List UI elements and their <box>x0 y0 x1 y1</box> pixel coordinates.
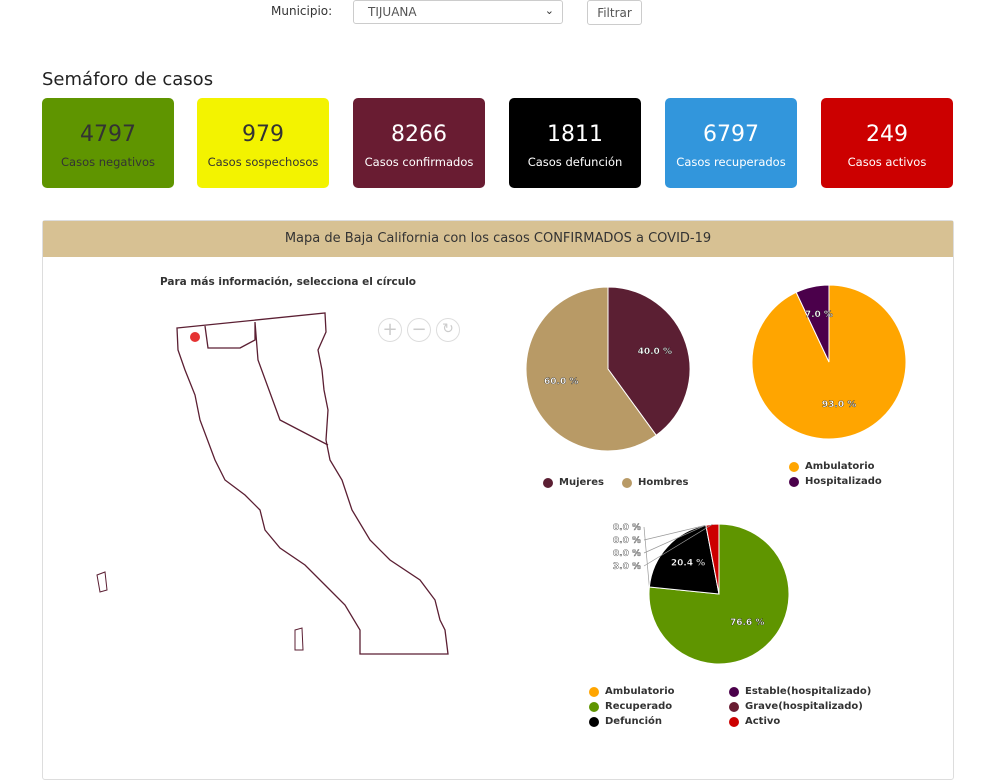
legend-item[interactable]: Hombres <box>621 475 689 490</box>
case-card: 8266 Casos confirmados <box>353 98 485 188</box>
legend-item[interactable]: Mujeres <box>543 475 604 490</box>
legend-dot <box>589 686 599 697</box>
pie-data-label: 3.0 % <box>613 562 641 572</box>
legend-dot <box>729 716 739 727</box>
legend-dot <box>621 477 632 488</box>
legend-item[interactable]: Recuperado <box>589 699 675 714</box>
case-card: 249 Casos activos <box>821 98 953 188</box>
legend-label: Activo <box>745 716 781 727</box>
pie-data-label: 7.0 % <box>805 310 833 320</box>
pie-data-label: 60.0 % <box>544 377 578 387</box>
case-label: Casos activos <box>847 155 927 169</box>
baja-california-map <box>96 312 449 655</box>
case-label: Casos sospechosos <box>207 155 319 169</box>
pie-leader-line <box>643 526 650 588</box>
legend-label: Hospitalizado <box>805 476 882 487</box>
case-card: 6797 Casos recuperados <box>665 98 797 188</box>
municipio-value: TIJUANA <box>368 5 417 19</box>
case-label: Casos defunción <box>527 155 623 169</box>
pie-leader-line <box>643 524 707 554</box>
legend-item[interactable]: Ambulatorio <box>589 684 675 699</box>
tijuana-marker[interactable] <box>190 332 200 342</box>
legend-label: Grave(hospitalizado) <box>745 701 863 712</box>
legend-label: Recuperado <box>605 701 673 712</box>
municipio-label: Municipio: <box>271 4 333 18</box>
case-count: 8266 <box>391 122 447 147</box>
legend-item[interactable]: Estable(hospitalizado) <box>729 684 871 699</box>
legend-item[interactable]: Defunción <box>589 714 675 729</box>
legend-item[interactable]: Activo <box>729 714 871 729</box>
pie-data-label: 0.0 % <box>613 523 641 533</box>
pie-data-label: 93.0 % <box>822 400 856 410</box>
legend-dot <box>729 701 739 712</box>
legend-dot <box>543 477 553 488</box>
pie-slice-hospitalizado[interactable] <box>795 284 830 363</box>
sex-pie-chart: 40.0 % 60.0 % <box>525 286 691 452</box>
case-count: 6797 <box>703 122 759 147</box>
sex-legend: Mujeres Hombres <box>543 475 688 490</box>
legend-label: Ambulatorio <box>805 461 875 472</box>
map-panel: Mapa de Baja California con los casos CO… <box>42 220 954 780</box>
municipal-borders <box>204 321 329 446</box>
case-count: 249 <box>866 122 908 147</box>
legend-dot <box>729 686 739 697</box>
municipio-select[interactable]: TIJUANA ⌄ <box>353 0 563 24</box>
pie-data-label: 0.0 % <box>613 549 641 559</box>
case-count: 4797 <box>80 122 136 147</box>
legend-dot <box>589 716 599 727</box>
status-legend-col2: Estable(hospitalizado) Grave(hospitaliza… <box>729 684 871 729</box>
legend-label: Hombres <box>637 477 689 488</box>
legend-item[interactable]: Hospitalizado <box>789 474 882 489</box>
pie-leader-line <box>643 524 706 541</box>
pie-data-label: 76.6 % <box>730 618 764 628</box>
legend-label: Defunción <box>605 716 663 727</box>
pie-data-label: 0.0 % <box>613 536 641 546</box>
care-type-pie-chart: 93.0 % 7.0 % <box>751 284 907 440</box>
legend-label: Estable(hospitalizado) <box>745 686 872 697</box>
legend-dot <box>789 461 799 472</box>
case-count: 979 <box>242 122 284 147</box>
case-count: 1811 <box>547 122 603 147</box>
legend-dot <box>789 476 799 487</box>
pie-slice-hombres[interactable] <box>525 286 657 452</box>
case-card: 979 Casos sospechosos <box>197 98 329 188</box>
legend-label: Ambulatorio <box>605 686 675 697</box>
case-label: Casos negativos <box>61 155 155 169</box>
legend-dot <box>589 701 599 712</box>
status-pie-chart: 76.6 % 0.0 % 20.4 % 0.0 % 0.0 % 3.0 % <box>613 523 790 665</box>
state-outline <box>176 312 449 655</box>
zoom-in-button[interactable]: + <box>378 318 402 342</box>
status-legend-col1: Ambulatorio Recuperado Defunción <box>589 684 675 729</box>
islands <box>96 571 304 651</box>
legend-item[interactable]: Grave(hospitalizado) <box>729 699 871 714</box>
pie-slice-mujeres[interactable] <box>607 286 691 437</box>
panel-title: Mapa de Baja California con los casos CO… <box>43 221 953 257</box>
reset-zoom-button[interactable]: ↻ <box>436 318 460 342</box>
case-label: Casos recuperados <box>676 155 786 169</box>
filtrar-button[interactable]: Filtrar <box>587 0 642 25</box>
chevron-down-icon: ⌄ <box>544 4 554 17</box>
care-legend: Ambulatorio Hospitalizado <box>789 459 882 489</box>
legend-item[interactable]: Ambulatorio <box>789 459 882 474</box>
case-card: 1811 Casos defunción <box>509 98 641 188</box>
section-title: Semáforo de casos <box>42 69 214 90</box>
case-card: 4797 Casos negativos <box>42 98 174 188</box>
pie-data-label: 40.0 % <box>638 347 672 357</box>
case-label: Casos confirmados <box>364 155 474 169</box>
pie-data-label: 20.4 % <box>671 559 705 569</box>
pie-leader-line <box>643 524 713 567</box>
zoom-out-button[interactable]: − <box>407 318 431 342</box>
map-hint: Para más información, selecciona el círc… <box>160 276 417 288</box>
legend-label: Mujeres <box>559 477 604 488</box>
